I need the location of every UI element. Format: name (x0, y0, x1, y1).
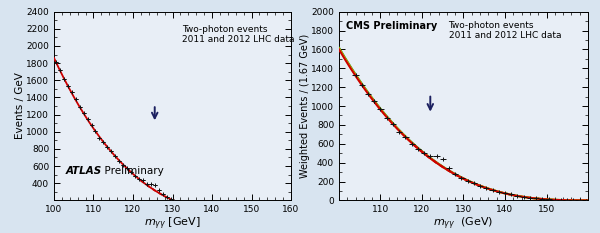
X-axis label: $m_{\gamma\gamma}$  (GeV): $m_{\gamma\gamma}$ (GeV) (433, 216, 494, 232)
Text: CMS Preliminary: CMS Preliminary (346, 21, 438, 31)
Text: Two-photon events
2011 and 2012 LHC data: Two-photon events 2011 and 2012 LHC data (182, 25, 295, 44)
X-axis label: $m_{\gamma\gamma}$ [GeV]: $m_{\gamma\gamma}$ [GeV] (144, 216, 201, 232)
Y-axis label: Weighted Events / (1.67 GeV): Weighted Events / (1.67 GeV) (300, 34, 310, 178)
Text: ATLAS: ATLAS (66, 166, 102, 176)
Y-axis label: Events / GeV: Events / GeV (15, 72, 25, 140)
Text: Two-photon events
2011 and 2012 LHC data: Two-photon events 2011 and 2012 LHC data (449, 21, 561, 41)
Text: Preliminary: Preliminary (98, 166, 164, 176)
